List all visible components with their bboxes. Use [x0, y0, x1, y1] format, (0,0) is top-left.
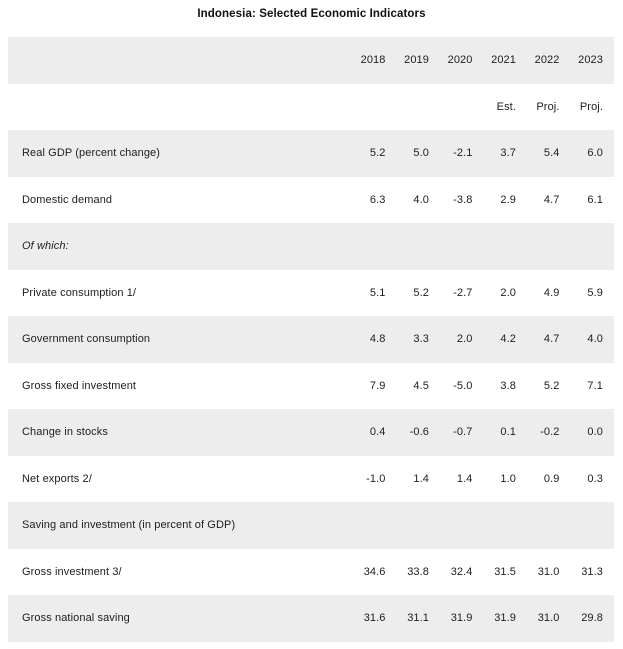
cell-value: 1.4 — [413, 472, 429, 485]
cell-value: -0.7 — [453, 426, 473, 439]
cell-value: 2.9 — [500, 193, 516, 206]
cell-value: 31.9 — [450, 612, 473, 625]
subheader-cell: Est. — [496, 100, 516, 113]
cell-value: 1.0 — [500, 472, 516, 485]
cell-value: -0.6 — [409, 426, 429, 439]
cell-value: 31.9 — [494, 612, 516, 625]
cell-value: 31.5 — [494, 565, 516, 578]
cell-value: -1.0 — [366, 472, 386, 485]
row-label: Domestic demand — [22, 193, 113, 206]
table-row-of-which: Of which: — [8, 223, 614, 270]
cell-value: 5.2 — [543, 379, 560, 392]
table-row-government-consumption: Government consumption 4.8 3.3 2.0 4.2 4… — [8, 316, 614, 363]
cell-value: 5.4 — [543, 147, 560, 160]
subheader-cell: Proj. — [579, 100, 603, 113]
cell-value: 5.9 — [587, 286, 603, 299]
cell-value: 31.0 — [537, 612, 560, 625]
year-header: 2021 — [491, 54, 516, 67]
year-header: 2018 — [360, 54, 386, 67]
cell-value: 31.3 — [581, 565, 603, 578]
row-label: Gross fixed investment — [22, 379, 137, 392]
row-label: Gross investment 3/ — [22, 565, 122, 578]
row-label: Gross national saving — [22, 612, 130, 625]
cell-value: -3.8 — [453, 193, 473, 206]
cell-value: 1.4 — [456, 472, 473, 485]
row-label: Real GDP (percent change) — [22, 147, 161, 160]
cell-value: -0.2 — [540, 426, 560, 439]
cell-value: -2.1 — [453, 147, 473, 160]
cell-value: 3.7 — [500, 147, 516, 160]
cell-value: 4.7 — [543, 333, 560, 346]
row-label: Private consumption 1/ — [22, 286, 137, 299]
cell-value: 29.8 — [581, 612, 603, 625]
year-header: 2023 — [578, 54, 603, 67]
table-row-gross-national-saving: Gross national saving 31.6 31.1 31.9 31.… — [8, 595, 614, 642]
cell-value: 7.1 — [587, 379, 603, 392]
row-label: Saving and investment (in percent of GDP… — [22, 519, 236, 532]
year-header: 2020 — [447, 54, 473, 67]
subheader-cell: Proj. — [536, 100, 560, 113]
cell-value: 5.0 — [413, 147, 429, 160]
cell-value: 4.8 — [369, 333, 386, 346]
table-header-row-years: 2018 2019 2020 2021 2022 2023 — [8, 37, 614, 84]
cell-value: 0.1 — [500, 426, 516, 439]
cell-value: 4.9 — [543, 286, 560, 299]
cell-value: 2.0 — [456, 333, 473, 346]
cell-value: 0.9 — [543, 472, 560, 485]
row-label: Change in stocks — [22, 426, 108, 439]
cell-value: 4.7 — [543, 193, 560, 206]
table-row-gross-fixed-investment: Gross fixed investment 7.9 4.5 -5.0 3.8 … — [8, 362, 614, 409]
cell-value: 0.3 — [587, 472, 603, 485]
cell-value: 31.0 — [537, 565, 560, 578]
cell-value: 6.3 — [369, 193, 386, 206]
cell-value: 0.4 — [369, 426, 386, 439]
cell-value: 31.6 — [363, 612, 386, 625]
cell-value: 34.6 — [363, 565, 386, 578]
row-label: Of which: — [22, 240, 69, 253]
cell-value: 33.8 — [407, 565, 429, 578]
cell-value: 31.1 — [407, 612, 429, 625]
cell-value: 3.3 — [413, 333, 429, 346]
cell-value: 4.5 — [413, 379, 429, 392]
cell-value: 3.8 — [500, 379, 516, 392]
table-row-real-gdp: Real GDP (percent change) 5.2 5.0 -2.1 3… — [8, 130, 614, 177]
cell-value: -5.0 — [453, 379, 473, 392]
cell-value: 7.9 — [369, 379, 386, 392]
year-header: 2019 — [404, 54, 429, 67]
row-label: Net exports 2/ — [22, 472, 92, 485]
cell-value: 4.0 — [413, 193, 429, 206]
cell-value: 5.1 — [369, 286, 386, 299]
cell-value: -2.7 — [453, 286, 473, 299]
table-row-change-in-stocks: Change in stocks 0.4 -0.6 -0.7 0.1 -0.2 … — [8, 409, 614, 456]
table-row-net-exports: Net exports 2/ -1.0 1.4 1.4 1.0 0.9 0.3 — [8, 455, 614, 502]
cell-value: 5.2 — [369, 147, 386, 160]
table-row-private-consumption: Private consumption 1/ 5.1 5.2 -2.7 2.0 … — [8, 269, 614, 316]
cell-value: 2.0 — [500, 286, 516, 299]
cell-value: 32.4 — [450, 565, 473, 578]
cell-value: 6.1 — [587, 193, 603, 206]
table-subheader-row-estimates: Est. Proj. Proj. — [8, 83, 614, 130]
cell-value: 5.2 — [413, 286, 429, 299]
cell-value: 4.2 — [500, 333, 516, 346]
economic-indicators-table: 2018 2019 2020 2021 2022 2023 Est. Proj.… — [8, 37, 614, 642]
year-header: 2022 — [534, 54, 560, 67]
row-label: Government consumption — [22, 333, 151, 346]
cell-value: 4.0 — [587, 333, 603, 346]
table-row-gross-investment: Gross investment 3/ 34.6 33.8 32.4 31.5 … — [8, 548, 614, 595]
table-row-domestic-demand: Domestic demand 6.3 4.0 -3.8 2.9 4.7 6.1 — [8, 176, 614, 223]
cell-value: 6.0 — [587, 147, 603, 160]
page-title: Indonesia: Selected Economic Indicators — [197, 8, 426, 20]
table-row-saving-and-investment-section: Saving and investment (in percent of GDP… — [8, 502, 614, 549]
cell-value: 0.0 — [587, 426, 603, 439]
